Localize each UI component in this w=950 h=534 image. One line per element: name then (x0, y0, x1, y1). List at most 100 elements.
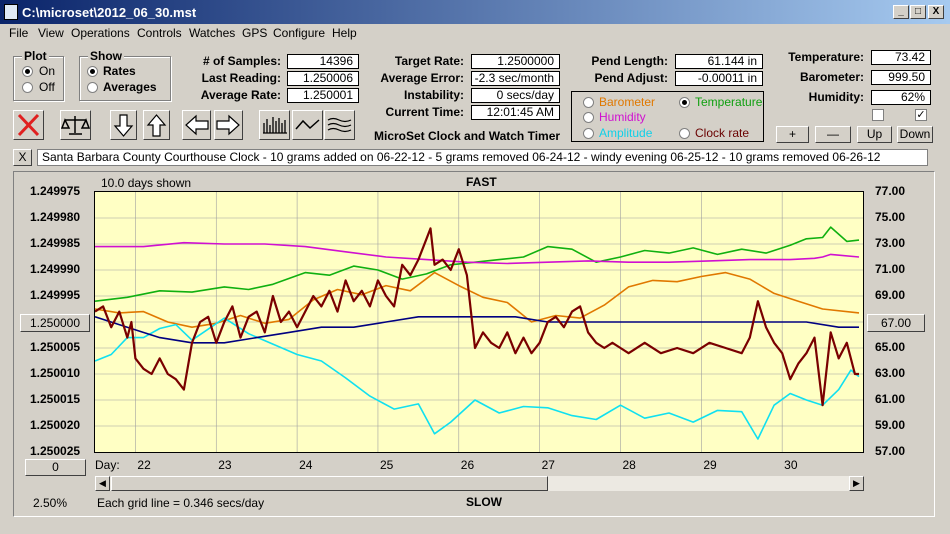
temperature-series-line (94, 226, 860, 302)
temperature-radio[interactable] (679, 97, 690, 108)
x-tick-label: 23 (218, 458, 232, 472)
x-tick-label: 30 (784, 458, 798, 472)
line-view-button[interactable] (292, 110, 323, 140)
target-rate-field[interactable]: 1.2500000 (471, 54, 560, 69)
app-icon (4, 4, 18, 20)
zoom-label: 2.50% (33, 496, 68, 510)
left-tick-label: 1.250005 (30, 340, 81, 354)
humidity-option: Humidity (599, 110, 646, 124)
chart-panel (13, 171, 935, 517)
plot-off-radio[interactable] (22, 82, 33, 93)
pend-length-field[interactable]: 61.144 in (675, 54, 763, 69)
plot-on-label: On (39, 64, 56, 78)
up-arrow-button[interactable] (143, 110, 170, 140)
title-bar: C:\microset\2012_06_30.mst _ □ X (0, 0, 950, 24)
right-tick-label: 69.00 (875, 288, 906, 302)
barometer-label: Barometer: (799, 70, 864, 84)
scroll-left-button[interactable]: ◀ (95, 476, 110, 491)
right-tick-label: 57.00 (875, 444, 906, 458)
amplitude-radio[interactable] (583, 128, 594, 139)
left-tick-label: 1.249975 (30, 184, 81, 198)
humidity-radio[interactable] (583, 112, 594, 123)
clock-rate-radio[interactable] (679, 128, 690, 139)
days-shown-label: 10.0 days shown (101, 176, 192, 190)
left-tick-label: 1.250025 (30, 444, 81, 458)
instability-label: Instability: (403, 88, 464, 102)
humidity-label: Humidity: (808, 90, 864, 104)
left-tick-label: 1.249990 (30, 262, 81, 276)
show-averages-radio[interactable] (87, 82, 98, 93)
instability-field: 0 secs/day (471, 88, 560, 103)
close-button[interactable]: X (928, 5, 944, 19)
scroll-right-button[interactable]: ▶ (849, 476, 864, 491)
menu-file[interactable]: File (9, 26, 29, 40)
average-rate-label: Average Rate: (200, 88, 281, 102)
current-time-label: Current Time: (385, 105, 464, 119)
env-checkbox-1[interactable] (872, 109, 884, 121)
menu-watches[interactable]: Watches (189, 26, 236, 40)
bottom-left-button[interactable]: 0 (25, 459, 86, 476)
plot-area (94, 191, 864, 453)
notes-field[interactable]: Santa Barbara County Courthouse Clock - … (37, 149, 928, 166)
left-tick-label: 1.249980 (30, 210, 81, 224)
window-title: C:\microset\2012_06_30.mst (22, 5, 197, 20)
arrow-down-icon (113, 114, 134, 137)
right-tick-label: 73.00 (875, 236, 906, 250)
left-arrow-button[interactable] (182, 110, 211, 140)
pend-adjust-field: -0.00011 in (675, 71, 763, 86)
clear-button[interactable] (13, 110, 44, 140)
plus-button[interactable]: + (776, 126, 809, 143)
plot-on-radio[interactable] (22, 66, 33, 77)
show-rates-radio[interactable] (87, 66, 98, 77)
balance-button[interactable] (60, 110, 91, 140)
left-tick-label: 1.250015 (30, 392, 81, 406)
barometer-radio[interactable] (583, 97, 594, 108)
minimize-button[interactable]: _ (893, 5, 909, 19)
maximize-button[interactable]: □ (910, 5, 926, 19)
left-center-button[interactable]: 1.250000 (20, 314, 90, 332)
show-rates-label: Rates (103, 64, 136, 78)
barometer-series-line (94, 271, 860, 328)
scrollbar-thumb[interactable] (111, 476, 548, 491)
env-checkbox-2[interactable]: ✓ (915, 109, 927, 121)
pend-length-label: Pend Length: (591, 54, 668, 68)
x-tick-label: 28 (622, 458, 636, 472)
last-reading-field: 1.250006 (287, 71, 359, 86)
samples-field: 14396 (287, 54, 359, 69)
down-button[interactable]: Down (897, 126, 933, 143)
waves-icon (327, 117, 352, 133)
menu-controls[interactable]: Controls (137, 26, 182, 40)
plot-off-label: Off (39, 80, 55, 94)
up-button[interactable]: Up (857, 126, 892, 143)
menu-gps[interactable]: GPS (242, 26, 268, 40)
right-tick-label: 61.00 (875, 392, 906, 406)
menu-configure[interactable]: Configure (273, 26, 326, 40)
last-reading-label: Last Reading: (201, 71, 281, 85)
average-error-field: -2.3 sec/month (471, 71, 560, 86)
right-center-button[interactable]: 67.00 (867, 314, 925, 332)
waves-view-button[interactable] (324, 110, 355, 140)
right-tick-label: 71.00 (875, 262, 906, 276)
right-arrow-button[interactable] (214, 110, 243, 140)
balance-icon (60, 116, 91, 135)
left-tick-label: 1.250020 (30, 418, 81, 432)
temperature-option: Temperature (695, 95, 763, 109)
x-tick-label: 27 (541, 458, 555, 472)
right-tick-label: 75.00 (875, 210, 906, 224)
temperature-field: 73.42 (871, 50, 931, 65)
show-group: Show Rates Averages (79, 49, 171, 101)
notes-close-button[interactable]: X (13, 149, 32, 166)
menu-view[interactable]: View (38, 26, 64, 40)
x-tick-label: 22 (137, 458, 151, 472)
x-tick-label: 26 (460, 458, 475, 472)
minus-button[interactable]: — (815, 126, 851, 143)
left-tick-label: 1.249985 (30, 236, 81, 250)
menu-operations[interactable]: Operations (71, 26, 130, 40)
sensor-select-box: Barometer Temperature Humidity Amplitude… (571, 91, 764, 142)
horizontal-scrollbar[interactable]: ◀ ▶ (94, 475, 865, 492)
bars-view-button[interactable] (259, 110, 290, 140)
right-tick-label: 63.00 (875, 366, 906, 380)
down-arrow-button[interactable] (110, 110, 137, 140)
x-tick-label: 25 (379, 458, 394, 472)
menu-help[interactable]: Help (332, 26, 357, 40)
